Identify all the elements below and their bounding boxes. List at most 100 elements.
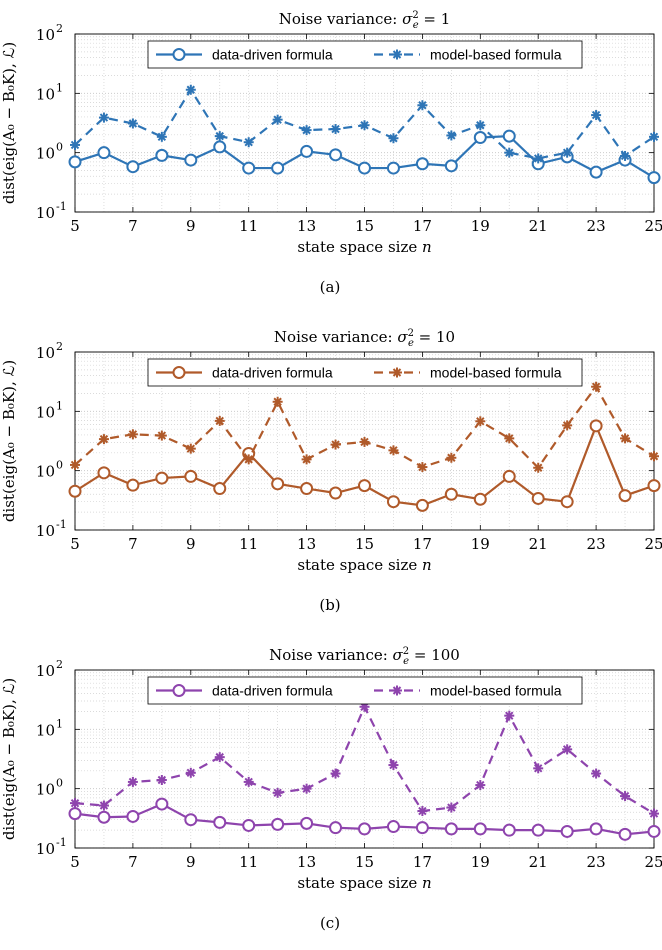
data-point-circle xyxy=(618,489,632,503)
data-point-star xyxy=(127,429,138,440)
star-stroke xyxy=(70,460,80,470)
star-stroke xyxy=(418,101,427,110)
y-tick-exponent: 1 xyxy=(56,399,63,412)
data-point-circle xyxy=(126,478,140,492)
star-stroke xyxy=(99,434,109,444)
data-point-star xyxy=(127,118,138,129)
data-point-circle xyxy=(502,823,516,837)
star-stroke xyxy=(273,788,282,798)
star-stroke xyxy=(70,798,80,808)
x-tick-label: 7 xyxy=(128,853,138,871)
x-axis-label-text: state space size xyxy=(297,874,422,892)
legend-label: model-based formula xyxy=(430,365,562,381)
data-point-star xyxy=(446,452,457,463)
star-stroke xyxy=(392,50,402,59)
data-point-circle xyxy=(415,157,429,171)
data-point-star xyxy=(185,84,196,95)
data-point-circle xyxy=(300,482,314,496)
star-stroke xyxy=(215,752,224,762)
data-point-circle xyxy=(560,824,574,838)
title-value: = 1 xyxy=(419,10,451,28)
data-point-circle xyxy=(589,822,603,836)
data-point-star xyxy=(243,137,254,148)
data-point-star xyxy=(649,808,659,819)
x-tick-label: 15 xyxy=(355,853,374,871)
title-value: = 10 xyxy=(414,328,455,346)
legend-marker-circle xyxy=(172,48,186,61)
y-tick-exponent: -1 xyxy=(56,200,67,213)
y-tick-label: 10 xyxy=(36,721,55,739)
data-point-star xyxy=(388,445,399,456)
y-tick-exponent: 0 xyxy=(56,141,63,154)
data-point-circle xyxy=(647,824,661,838)
data-point-circle xyxy=(155,797,169,811)
star-stroke xyxy=(128,777,138,787)
x-tick-label: 15 xyxy=(355,535,374,553)
legend-label: data-driven formula xyxy=(212,365,333,381)
y-tick-exponent: -1 xyxy=(56,836,67,849)
y-tick-label: 10 xyxy=(36,522,55,540)
data-point-star xyxy=(127,776,138,787)
data-point-star xyxy=(562,147,573,158)
star-stroke xyxy=(649,809,659,818)
data-point-star xyxy=(243,454,254,465)
y-tick-label: 10 xyxy=(36,204,55,222)
data-point-circle xyxy=(68,807,82,821)
title-subscript: e xyxy=(408,338,414,349)
title-subscript: e xyxy=(403,656,409,667)
data-point-circle xyxy=(386,820,400,834)
data-point-star xyxy=(446,130,457,141)
data-point-circle xyxy=(300,816,314,830)
y-tick-label: 10 xyxy=(36,344,55,362)
data-point-star xyxy=(504,710,515,721)
legend-label: model-based formula xyxy=(430,683,562,699)
data-point-star xyxy=(562,744,573,755)
star-stroke xyxy=(302,455,311,464)
star-stroke xyxy=(331,769,340,778)
star-stroke xyxy=(591,382,601,391)
data-point-circle xyxy=(473,822,487,836)
figure-caption: (b) xyxy=(319,596,340,614)
star-stroke xyxy=(331,124,340,134)
y-tick-exponent: 0 xyxy=(56,459,63,472)
data-point-star xyxy=(301,454,312,465)
star-stroke xyxy=(533,764,543,773)
y-tick-exponent: -1 xyxy=(56,518,67,531)
data-point-star xyxy=(475,120,486,131)
data-point-circle xyxy=(329,821,343,835)
data-point-star xyxy=(620,791,631,802)
figure-caption: (c) xyxy=(320,914,340,932)
star-stroke xyxy=(99,113,109,122)
data-point-circle xyxy=(589,419,603,433)
data-point-circle xyxy=(329,486,343,500)
data-point-circle xyxy=(502,469,516,483)
star-stroke xyxy=(533,463,543,472)
x-tick-label: 9 xyxy=(186,853,196,871)
x-tick-label: 13 xyxy=(297,217,316,235)
star-stroke xyxy=(392,368,402,377)
x-tick-label: 9 xyxy=(186,217,196,235)
data-point-star xyxy=(98,434,109,445)
data-point-star xyxy=(156,131,167,142)
data-point-star xyxy=(649,451,659,462)
x-axis-label-text: state space size xyxy=(297,238,422,256)
legend-label: data-driven formula xyxy=(212,47,333,63)
data-point-circle xyxy=(271,817,285,831)
data-point-star xyxy=(272,114,283,125)
data-point-circle xyxy=(502,129,516,143)
data-point-circle xyxy=(68,484,82,498)
y-tick-exponent: 2 xyxy=(56,658,63,671)
legend-box xyxy=(147,40,583,69)
star-stroke xyxy=(215,131,224,141)
x-axis-label-var: n xyxy=(422,874,432,892)
data-point-circle xyxy=(473,131,487,145)
data-point-circle xyxy=(68,155,82,169)
star-stroke xyxy=(392,686,402,695)
y-axis-label: dist(eig(A₀ − B₀K), ℒ) xyxy=(0,42,18,204)
star-stroke xyxy=(476,417,485,426)
data-point-star xyxy=(533,462,544,473)
data-point-star xyxy=(156,774,167,785)
data-point-circle xyxy=(358,161,371,175)
